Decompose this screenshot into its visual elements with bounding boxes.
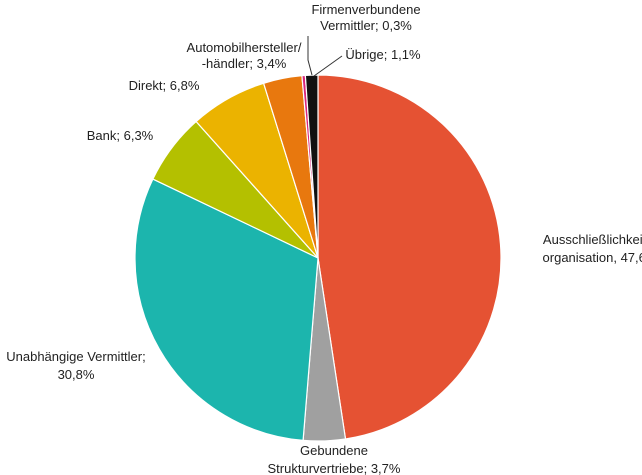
slice-label-bank: Bank; 6,3% bbox=[87, 128, 154, 143]
slice-label-ausschl: Ausschließlichkeits-organisation, 47,6% bbox=[543, 232, 642, 265]
slice-label-firmen: Firmenverbundene Vermittler; 0,3% bbox=[311, 2, 420, 33]
slice-label-uebrige: Übrige; 1,1% bbox=[345, 47, 421, 62]
leader-line-firmen bbox=[307, 36, 313, 76]
pie-slice-uebrige bbox=[304, 74, 319, 259]
pie-slices bbox=[134, 74, 502, 442]
slice-labels: Ausschließlichkeits-organisation, 47,6% G… bbox=[6, 2, 642, 475]
slice-label-auto: Automobilhersteller/-händler; 3,4% bbox=[187, 40, 302, 71]
leader-lines bbox=[307, 36, 343, 77]
pie-slice-ausschl bbox=[317, 74, 502, 440]
slice-label-gebunden: Gebundene Strukturvertriebe; 3,7% bbox=[268, 443, 401, 475]
pie-slice-unabh bbox=[134, 178, 319, 442]
slice-label-direkt: Direkt; 6,8% bbox=[129, 78, 200, 93]
slice-label-unabh: Unabhängige Vermittler; 30,8% bbox=[6, 349, 145, 382]
leader-line-uebrige bbox=[313, 55, 343, 77]
